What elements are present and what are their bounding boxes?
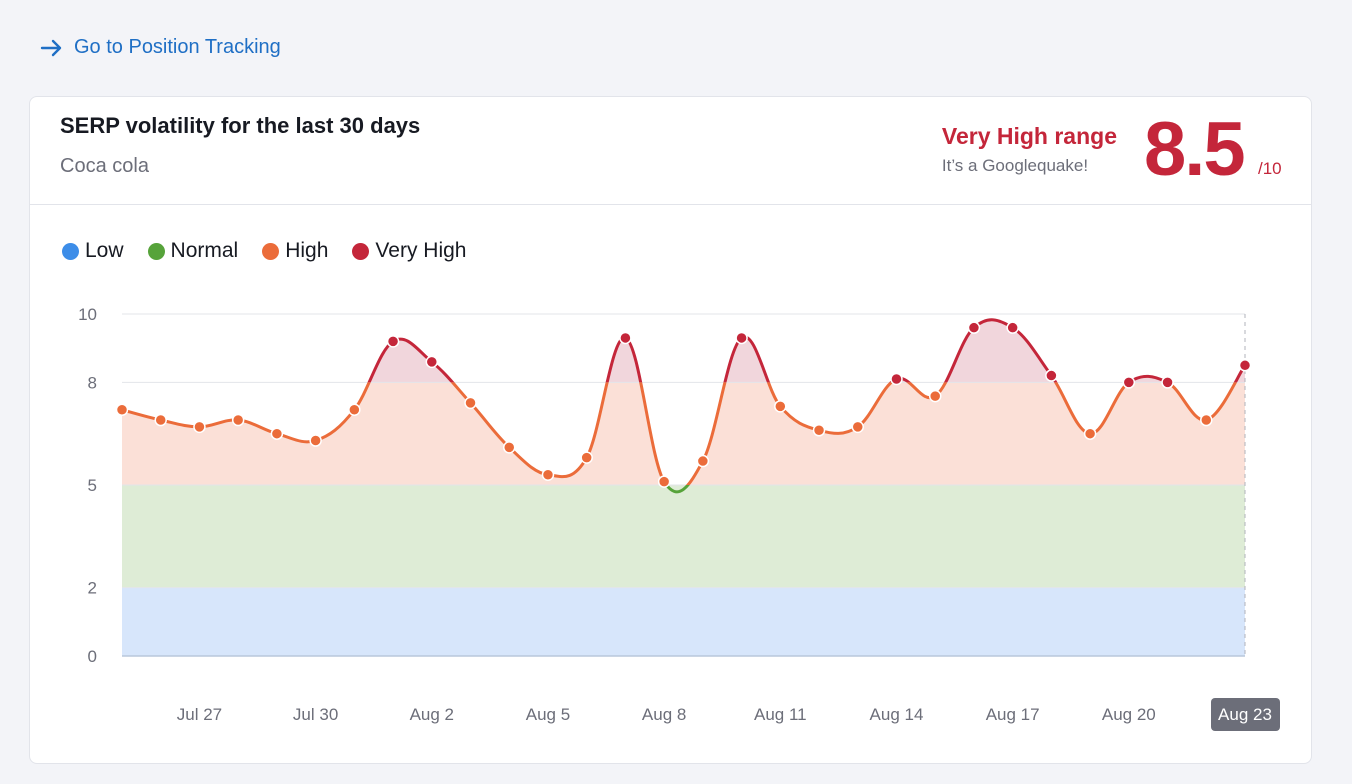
legend-item-very-high[interactable]: Very High <box>352 239 466 263</box>
legend-label-normal: Normal <box>170 239 239 262</box>
x-tick-label: Aug 8 <box>642 705 686 724</box>
y-tick-label: 5 <box>88 476 97 495</box>
data-point <box>348 403 361 417</box>
series-line-high <box>121 382 1238 485</box>
volatility-score: 8.5 <box>1144 107 1246 192</box>
legend-dot-very-high <box>352 242 370 260</box>
card-title: SERP volatility for the last 30 days <box>60 113 421 138</box>
data-point <box>928 389 942 403</box>
volatility-score-max: /10 <box>1258 159 1282 178</box>
data-point <box>851 420 865 434</box>
area-very-high <box>369 319 1245 383</box>
legend-label-very-high: Very High <box>375 239 467 262</box>
legend-item-high[interactable]: High <box>262 239 328 263</box>
x-tick-label-active: Aug 23 <box>1218 705 1272 724</box>
x-tick-label: Aug 2 <box>410 705 454 724</box>
data-point <box>115 403 129 417</box>
data-point <box>541 468 555 481</box>
data-point <box>193 420 206 434</box>
data-point <box>735 331 748 345</box>
data-point <box>231 413 245 427</box>
data-point <box>619 331 632 345</box>
data-point <box>1006 321 1019 334</box>
x-tick-label: Jul 27 <box>177 705 222 724</box>
x-tick-label: Jul 30 <box>293 705 338 724</box>
data-point <box>425 355 439 369</box>
data-point <box>154 413 167 427</box>
band-normal <box>122 485 1245 588</box>
legend-label-low: Low <box>85 239 124 262</box>
legend-item-normal[interactable]: Normal <box>147 239 239 263</box>
legend-dot-high <box>262 242 280 260</box>
data-point <box>812 424 826 437</box>
data-point <box>1238 359 1252 372</box>
legend-dot-low <box>62 242 79 260</box>
data-point <box>309 434 322 447</box>
data-point <box>696 454 710 468</box>
area-high <box>122 382 1245 485</box>
x-tick-label: Aug 5 <box>526 705 570 724</box>
data-point <box>580 451 593 464</box>
chart-legend: Low Normal High Very High <box>62 239 466 263</box>
y-tick-label: 8 <box>88 373 97 392</box>
arrow-right-icon <box>40 38 64 58</box>
legend-dot-normal <box>147 242 165 260</box>
data-point <box>1122 376 1136 389</box>
data-point <box>270 427 284 440</box>
legend-label-high: High <box>285 239 329 262</box>
data-point <box>464 396 477 410</box>
y-tick-label: 10 <box>78 305 97 324</box>
go-to-position-tracking-link[interactable]: Go to Position Tracking <box>40 36 281 59</box>
card-header: SERP volatility for the last 30 days Coc… <box>30 97 1311 205</box>
y-tick-label: 2 <box>88 579 97 598</box>
x-tick-highlight <box>1211 698 1280 731</box>
card-subtitle: Coca cola <box>60 155 149 177</box>
data-point <box>774 400 787 413</box>
data-point <box>657 475 671 488</box>
data-point <box>386 335 400 348</box>
x-tick-label: Aug 17 <box>986 705 1040 724</box>
x-tick-label: Aug 11 <box>754 705 807 724</box>
x-tick-label: Aug 20 <box>1102 705 1156 724</box>
data-point <box>1045 369 1058 382</box>
data-point <box>967 321 981 334</box>
go-to-position-tracking-label: Go to Position Tracking <box>74 36 281 58</box>
range-block: Very High range It’s a Googlequake! <box>942 123 1117 176</box>
y-tick-label: 0 <box>88 647 97 666</box>
data-point <box>502 441 516 454</box>
data-point <box>1083 427 1097 440</box>
data-point <box>1200 413 1213 427</box>
x-tick-label: Aug 14 <box>870 705 924 724</box>
data-point <box>890 372 903 386</box>
range-note: It’s a Googlequake! <box>941 156 1089 175</box>
band-low <box>122 587 1245 656</box>
data-point <box>1161 376 1174 389</box>
legend-item-low[interactable]: Low <box>62 239 124 263</box>
range-label: Very High range <box>941 123 1117 149</box>
